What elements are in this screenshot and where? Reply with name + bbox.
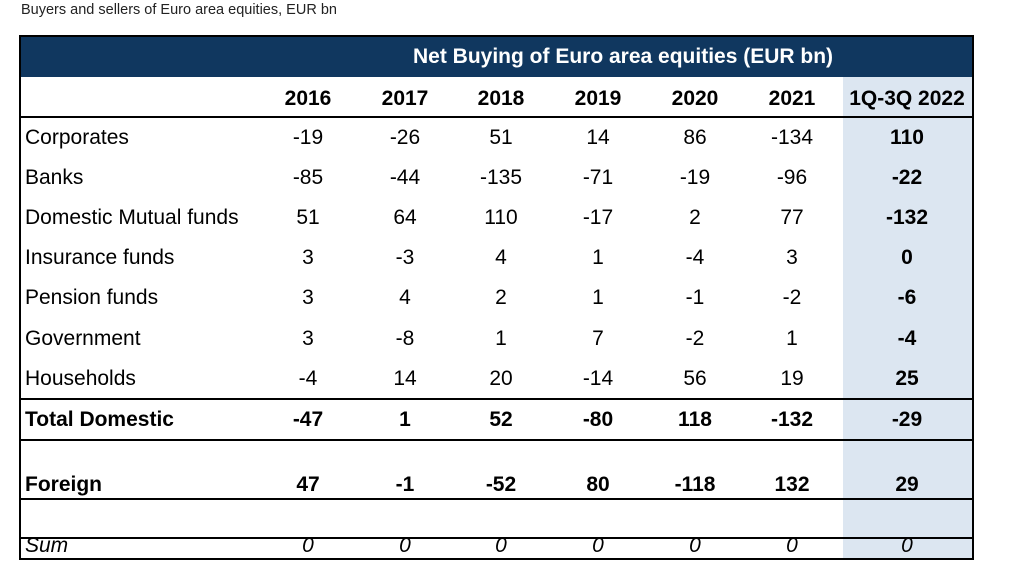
table-cell: 77 bbox=[780, 206, 804, 229]
row-label: Government bbox=[25, 327, 141, 350]
table-cell: 1 bbox=[399, 408, 411, 431]
table-cell: 2 bbox=[689, 206, 701, 229]
row-divider bbox=[21, 116, 972, 118]
column-header: 2020 bbox=[671, 87, 719, 110]
table-cell: 0 bbox=[592, 534, 604, 557]
table-cell: 3 bbox=[786, 246, 798, 269]
column-header: 1Q-3Q 2022 bbox=[849, 87, 965, 110]
table-cell: 51 bbox=[489, 126, 513, 149]
cell-2022-ytd: 0 bbox=[901, 246, 913, 269]
row-label: Corporates bbox=[25, 126, 129, 149]
column-header: 2016 bbox=[284, 87, 332, 110]
cell-2022-ytd: -132 bbox=[885, 206, 929, 229]
cell-2022-ytd: 29 bbox=[895, 473, 919, 496]
table-cell: 0 bbox=[399, 534, 411, 557]
table-cell: 52 bbox=[489, 408, 513, 431]
table-cell: 51 bbox=[296, 206, 320, 229]
row-label: Sum bbox=[25, 534, 69, 557]
table-cell: 0 bbox=[495, 534, 507, 557]
net-buying-table: Net Buying of Euro area equities (EUR bn… bbox=[19, 35, 974, 560]
row-label: Foreign bbox=[25, 473, 102, 496]
table-cell: 80 bbox=[586, 473, 610, 496]
table-cell: -19 bbox=[292, 126, 324, 149]
table-cell: 14 bbox=[393, 367, 417, 390]
table-cell: -1 bbox=[395, 473, 415, 496]
row-label: Households bbox=[25, 367, 136, 390]
table-cell: -47 bbox=[292, 408, 324, 431]
row-divider bbox=[21, 439, 972, 441]
table-cell: -135 bbox=[479, 166, 523, 189]
table-cell: -2 bbox=[685, 327, 705, 350]
table-cell: 0 bbox=[689, 534, 701, 557]
table-cell: 4 bbox=[399, 286, 411, 309]
row-divider bbox=[21, 398, 972, 400]
table-cell: 1 bbox=[592, 286, 604, 309]
row-label: Banks bbox=[25, 166, 84, 189]
table-cell: 4 bbox=[495, 246, 507, 269]
row-divider bbox=[21, 537, 972, 539]
table-cell: 7 bbox=[592, 327, 604, 350]
table-cell: -14 bbox=[582, 367, 614, 390]
table-cell: -26 bbox=[389, 126, 421, 149]
table-cell: -8 bbox=[395, 327, 415, 350]
table-cell: 0 bbox=[786, 534, 798, 557]
table-cell: 14 bbox=[586, 126, 610, 149]
table-cell: 1 bbox=[495, 327, 507, 350]
table-cell: 3 bbox=[302, 246, 314, 269]
table-cell: 110 bbox=[484, 206, 518, 229]
table-cell: 1 bbox=[786, 327, 798, 350]
table-cell: -4 bbox=[685, 246, 705, 269]
table-cell: -4 bbox=[298, 367, 318, 390]
row-label: Domestic Mutual funds bbox=[25, 206, 239, 229]
table-cell: 56 bbox=[683, 367, 707, 390]
cell-2022-ytd: -4 bbox=[897, 327, 917, 350]
table-cell: -44 bbox=[389, 166, 421, 189]
table-cell: -134 bbox=[770, 126, 814, 149]
table-cell: -52 bbox=[485, 473, 517, 496]
row-divider bbox=[21, 498, 972, 500]
cell-2022-ytd: -6 bbox=[897, 286, 917, 309]
table-cell: 3 bbox=[302, 327, 314, 350]
table-cell: -118 bbox=[674, 473, 716, 496]
row-label: Pension funds bbox=[25, 286, 159, 309]
table-cell: 47 bbox=[296, 473, 320, 496]
table-cell: -1 bbox=[685, 286, 705, 309]
row-label: Total Domestic bbox=[25, 408, 174, 431]
cell-2022-ytd: -22 bbox=[891, 166, 923, 189]
table-cell: 0 bbox=[302, 534, 314, 557]
table-cell: 64 bbox=[393, 206, 417, 229]
table-cell: 19 bbox=[780, 367, 804, 390]
table-title-bar: Net Buying of Euro area equities (EUR bn… bbox=[21, 37, 972, 77]
table-cell: 132 bbox=[774, 473, 810, 496]
table-cell: 3 bbox=[302, 286, 314, 309]
column-header: 2018 bbox=[477, 87, 525, 110]
cell-2022-ytd: -29 bbox=[891, 408, 923, 431]
table-cell: -80 bbox=[582, 408, 614, 431]
column-header: 2021 bbox=[768, 87, 816, 110]
table-cell: 118 bbox=[678, 408, 712, 431]
row-label: Insurance funds bbox=[25, 246, 175, 269]
table-cell: -85 bbox=[292, 166, 324, 189]
table-title: Net Buying of Euro area equities (EUR bn… bbox=[413, 45, 834, 68]
cell-2022-ytd: 0 bbox=[901, 534, 913, 557]
table-cell: -3 bbox=[395, 246, 415, 269]
chart-caption: Buyers and sellers of Euro area equities… bbox=[21, 2, 337, 18]
table-cell: -132 bbox=[770, 408, 814, 431]
highlight-column-2022 bbox=[843, 77, 972, 558]
column-header: 2019 bbox=[574, 87, 622, 110]
table-cell: 86 bbox=[683, 126, 707, 149]
table-cell: -71 bbox=[582, 166, 614, 189]
table-cell: -2 bbox=[782, 286, 802, 309]
cell-2022-ytd: 25 bbox=[895, 367, 919, 390]
table-cell: -96 bbox=[776, 166, 808, 189]
column-header: 2017 bbox=[381, 87, 429, 110]
table-cell: -17 bbox=[582, 206, 614, 229]
table-cell: -19 bbox=[679, 166, 711, 189]
cell-2022-ytd: 110 bbox=[890, 126, 924, 149]
table-cell: 20 bbox=[489, 367, 513, 390]
table-cell: 1 bbox=[592, 246, 604, 269]
table-cell: 2 bbox=[495, 286, 507, 309]
